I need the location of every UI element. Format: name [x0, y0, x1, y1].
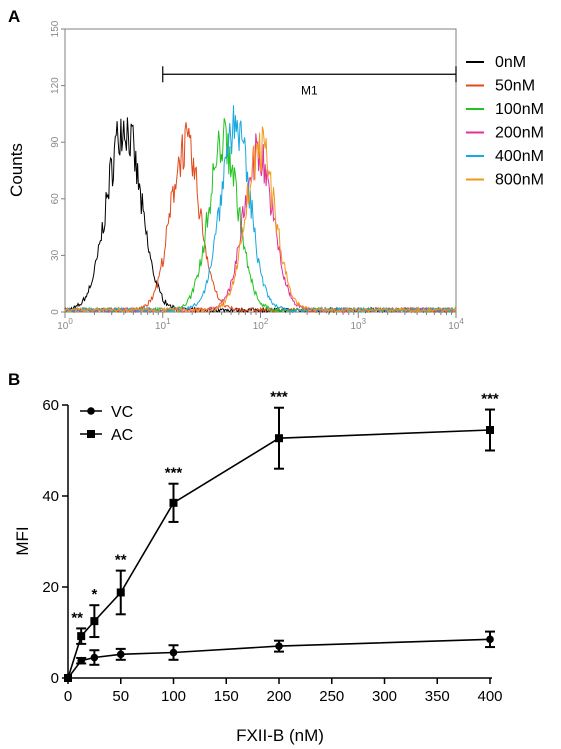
panel-a-series-800nM: [64, 126, 457, 314]
panel-b-significance-mark: ***: [165, 465, 183, 482]
panel-b-significance-mark: **: [115, 552, 127, 569]
panel-a-x-tick-label: 101: [155, 317, 171, 332]
panel-b-series-AC: [64, 406, 495, 682]
panel-a-y-axis-title: Counts: [7, 143, 26, 197]
panel-a-x-tick-label: 102: [253, 317, 269, 332]
panel-b-point-AC: [90, 617, 99, 626]
panel-a-y-tick-label: 0: [50, 309, 61, 315]
panel-a-y-tick-label: 30: [50, 249, 61, 261]
panel-a-legend-label: 400nM: [495, 148, 544, 165]
panel-a-series-0nM: [64, 117, 457, 314]
panel-b-letter: B: [8, 370, 20, 389]
panel-b-significance-mark: ***: [481, 391, 499, 408]
panel-b-x-tick-label: 350: [425, 688, 450, 705]
panel-a-y-tick-label: 120: [50, 77, 61, 94]
panel-b-point-VC: [486, 635, 494, 644]
panel-b-point-VC: [275, 642, 283, 650]
panel-b-x-tick-label: 150: [214, 688, 239, 705]
panel-a-series-100nM: [64, 118, 457, 314]
panel-b-legend-label: AC: [111, 427, 133, 444]
panel-a-legend-label: 50nM: [495, 78, 535, 95]
panel-a-y-tick-label: 90: [50, 136, 61, 148]
panel-b-point-AC: [77, 632, 86, 641]
panel-a-legend-label: 200nM: [495, 125, 544, 142]
panel-b-legend-marker: [87, 430, 95, 438]
panel-a-y-tick-label: 60: [50, 193, 61, 205]
panel-b-point-AC: [169, 498, 178, 507]
panel-b-x-tick-label: 200: [266, 688, 291, 705]
panel-a-letter: A: [8, 7, 20, 26]
panel-b-point-VC: [77, 656, 85, 665]
panel-a-legend-label: 100nM: [495, 101, 544, 118]
panel-b-x-tick-label: 300: [372, 688, 397, 705]
panel-a-marker-label: M1: [301, 83, 318, 97]
panel-b-y-axis-title: MFI: [13, 526, 32, 555]
panel-b-point-VC: [90, 653, 99, 662]
panel-b-significance-mark: *: [91, 586, 97, 603]
panel-b-series-VC: [64, 630, 495, 682]
panel-a-x-tick-label: 100: [57, 317, 73, 332]
panel-b-legend-marker: [87, 407, 95, 415]
panel-b-point-VC: [169, 648, 178, 657]
panel-b-point-AC: [486, 426, 494, 435]
panel-b-x-tick-label: 0: [64, 688, 72, 705]
panel-b-x-tick-label: 50: [112, 688, 129, 705]
panel-b-x-tick-label: 400: [477, 688, 502, 705]
panel-b-x-tick-label: 100: [161, 688, 186, 705]
panel-b-x-tick-label: 250: [319, 688, 344, 705]
panel-b-y-tick-label: 60: [42, 397, 59, 414]
panel-b-point-AC: [275, 434, 283, 443]
panel-a-legend-label: 800nM: [495, 172, 544, 189]
panel-b-y-tick-label: 40: [42, 488, 59, 505]
panel-a-x-tick-label: 104: [448, 317, 464, 332]
panel-b-significance-mark: **: [71, 609, 83, 626]
panel-b-x-axis-title: FXII-B (nM): [236, 726, 324, 745]
panel-b-point-VC: [116, 650, 125, 659]
panel-b-point-AC: [116, 588, 125, 597]
panel-a-legend-label: 0nM: [495, 54, 526, 71]
panel-b-point-AC: [64, 674, 72, 682]
panel-b-legend-label: VC: [111, 404, 133, 421]
panel-a-y-tick-label: 150: [50, 20, 61, 37]
panel-a-series-400nM: [64, 105, 457, 314]
panel-b-significance-mark: ***: [270, 389, 288, 406]
panel-b-y-tick-label: 0: [51, 670, 59, 687]
panel-b-y-tick-label: 20: [42, 579, 59, 596]
panel-a-x-tick-label: 103: [350, 317, 366, 332]
